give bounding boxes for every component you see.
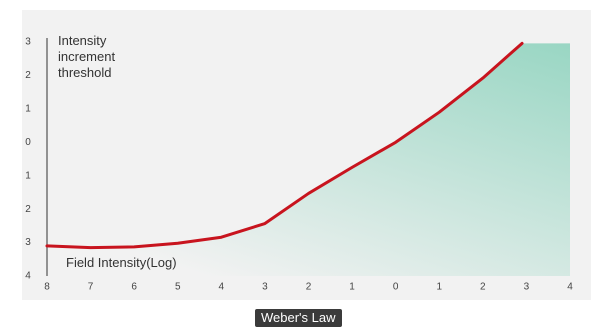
x-tick-label: 2 [480, 282, 486, 293]
y-tick-label: 4 [25, 271, 31, 282]
x-tick-label: 4 [219, 282, 225, 293]
x-tick-label: 2 [306, 282, 312, 293]
y-tick-label: 1 [25, 103, 31, 114]
x-axis-label: Field Intensity(Log) [66, 255, 177, 270]
y-tick-label: 3 [25, 37, 31, 48]
x-tick-label: 1 [349, 282, 355, 293]
x-tick-label: 0 [393, 282, 399, 293]
x-tick-label: 7 [88, 282, 94, 293]
y-tick-label: 2 [25, 204, 31, 215]
x-tick-label: 8 [44, 282, 50, 293]
y-tick-label: 3 [25, 237, 31, 248]
x-tick-label: 4 [567, 282, 573, 293]
chart-title: Weber's Law [255, 309, 342, 327]
y-tick-label: 0 [25, 137, 31, 148]
x-tick-label: 1 [436, 282, 442, 293]
y-axis-label: Intensity increment threshold [58, 33, 116, 80]
x-tick-label: 5 [175, 282, 181, 293]
shaded-area [47, 43, 570, 276]
curve [45, 41, 524, 250]
x-tick-label: 3 [524, 282, 530, 293]
y-tick-label: 2 [25, 70, 31, 81]
x-tick-label: 3 [262, 282, 268, 293]
y-tick-label: 1 [25, 170, 31, 181]
x-tick-label: 6 [131, 282, 137, 293]
